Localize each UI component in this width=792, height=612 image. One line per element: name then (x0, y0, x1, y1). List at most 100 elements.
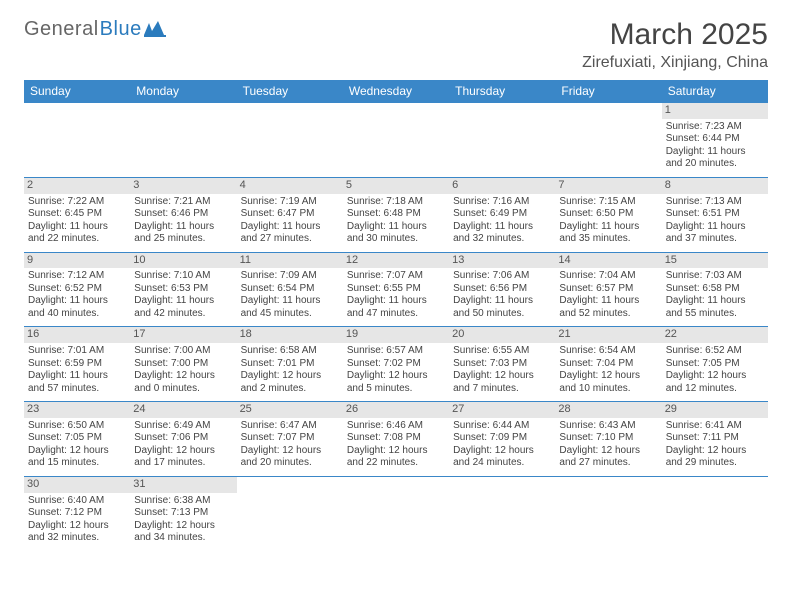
day-number: 25 (237, 402, 343, 418)
calendar-cell: 21Sunrise: 6:54 AMSunset: 7:04 PMDayligh… (555, 327, 661, 402)
calendar-cell: 4Sunrise: 7:19 AMSunset: 6:47 PMDaylight… (237, 177, 343, 252)
calendar-cell: 24Sunrise: 6:49 AMSunset: 7:06 PMDayligh… (130, 402, 236, 477)
sunset-line: Sunset: 7:09 PM (453, 432, 551, 445)
day-number: 14 (555, 253, 661, 269)
daylight-line: Daylight: 11 hours (134, 221, 232, 234)
daylight-line-2: and 25 minutes. (134, 233, 232, 246)
logo: GeneralBlue (24, 18, 166, 41)
daylight-line-2: and 32 minutes. (28, 532, 126, 545)
sunrise-line: Sunrise: 7:04 AM (559, 270, 657, 283)
daylight-line-2: and 30 minutes. (347, 233, 445, 246)
sunset-line: Sunset: 6:56 PM (453, 283, 551, 296)
daylight-line-2: and 17 minutes. (134, 457, 232, 470)
daylight-line: Daylight: 11 hours (347, 221, 445, 234)
sunset-line: Sunset: 7:05 PM (28, 432, 126, 445)
calendar-cell-empty (449, 103, 555, 178)
calendar-cell-empty (237, 476, 343, 550)
sunrise-line: Sunrise: 6:58 AM (241, 345, 339, 358)
daylight-line: Daylight: 11 hours (28, 221, 126, 234)
sunrise-line: Sunrise: 6:41 AM (666, 420, 764, 433)
daylight-line-2: and 45 minutes. (241, 308, 339, 321)
calendar-body: 1Sunrise: 7:23 AMSunset: 6:44 PMDaylight… (24, 103, 768, 551)
daylight-line: Daylight: 12 hours (453, 445, 551, 458)
calendar-cell: 12Sunrise: 7:07 AMSunset: 6:55 PMDayligh… (343, 252, 449, 327)
day-number: 19 (343, 327, 449, 343)
daylight-line: Daylight: 12 hours (347, 370, 445, 383)
sunset-line: Sunset: 6:53 PM (134, 283, 232, 296)
daylight-line: Daylight: 12 hours (28, 520, 126, 533)
daylight-line-2: and 37 minutes. (666, 233, 764, 246)
daylight-line: Daylight: 12 hours (666, 445, 764, 458)
sunrise-line: Sunrise: 7:00 AM (134, 345, 232, 358)
sunset-line: Sunset: 7:10 PM (559, 432, 657, 445)
calendar-cell-empty (24, 103, 130, 178)
day-number: 16 (24, 327, 130, 343)
sunset-line: Sunset: 7:11 PM (666, 432, 764, 445)
sunset-line: Sunset: 6:47 PM (241, 208, 339, 221)
daylight-line-2: and 50 minutes. (453, 308, 551, 321)
sunset-line: Sunset: 6:50 PM (559, 208, 657, 221)
sunset-line: Sunset: 7:05 PM (666, 358, 764, 371)
day-number: 9 (24, 253, 130, 269)
day-number: 20 (449, 327, 555, 343)
day-number: 2 (24, 178, 130, 194)
daylight-line: Daylight: 12 hours (453, 370, 551, 383)
day-header: Tuesday (237, 80, 343, 103)
sunset-line: Sunset: 7:12 PM (28, 507, 126, 520)
day-number: 26 (343, 402, 449, 418)
sunrise-line: Sunrise: 7:23 AM (666, 121, 764, 134)
sunrise-line: Sunrise: 7:18 AM (347, 196, 445, 209)
day-number: 11 (237, 253, 343, 269)
daylight-line-2: and 35 minutes. (559, 233, 657, 246)
sunset-line: Sunset: 6:51 PM (666, 208, 764, 221)
calendar-cell: 31Sunrise: 6:38 AMSunset: 7:13 PMDayligh… (130, 476, 236, 550)
daylight-line-2: and 55 minutes. (666, 308, 764, 321)
sunrise-line: Sunrise: 7:03 AM (666, 270, 764, 283)
calendar-cell: 25Sunrise: 6:47 AMSunset: 7:07 PMDayligh… (237, 402, 343, 477)
day-number: 10 (130, 253, 236, 269)
calendar-cell: 5Sunrise: 7:18 AMSunset: 6:48 PMDaylight… (343, 177, 449, 252)
daylight-line-2: and 10 minutes. (559, 383, 657, 396)
sunset-line: Sunset: 7:02 PM (347, 358, 445, 371)
calendar-row: 1Sunrise: 7:23 AMSunset: 6:44 PMDaylight… (24, 103, 768, 178)
sunrise-line: Sunrise: 6:40 AM (28, 495, 126, 508)
calendar-cell: 3Sunrise: 7:21 AMSunset: 6:46 PMDaylight… (130, 177, 236, 252)
sunrise-line: Sunrise: 7:22 AM (28, 196, 126, 209)
sunrise-line: Sunrise: 6:43 AM (559, 420, 657, 433)
daylight-line: Daylight: 12 hours (347, 445, 445, 458)
sunrise-line: Sunrise: 6:52 AM (666, 345, 764, 358)
day-number: 18 (237, 327, 343, 343)
day-header: Sunday (24, 80, 130, 103)
daylight-line: Daylight: 11 hours (666, 146, 764, 159)
daylight-line: Daylight: 11 hours (28, 295, 126, 308)
sunset-line: Sunset: 7:01 PM (241, 358, 339, 371)
calendar-cell: 16Sunrise: 7:01 AMSunset: 6:59 PMDayligh… (24, 327, 130, 402)
calendar-row: 23Sunrise: 6:50 AMSunset: 7:05 PMDayligh… (24, 402, 768, 477)
day-number: 12 (343, 253, 449, 269)
daylight-line: Daylight: 12 hours (134, 520, 232, 533)
daylight-line-2: and 42 minutes. (134, 308, 232, 321)
calendar-cell: 28Sunrise: 6:43 AMSunset: 7:10 PMDayligh… (555, 402, 661, 477)
sunrise-line: Sunrise: 7:07 AM (347, 270, 445, 283)
day-number: 4 (237, 178, 343, 194)
sunset-line: Sunset: 6:52 PM (28, 283, 126, 296)
day-header: Thursday (449, 80, 555, 103)
calendar-cell: 18Sunrise: 6:58 AMSunset: 7:01 PMDayligh… (237, 327, 343, 402)
daylight-line-2: and 34 minutes. (134, 532, 232, 545)
day-header: Friday (555, 80, 661, 103)
sunrise-line: Sunrise: 7:13 AM (666, 196, 764, 209)
daylight-line: Daylight: 11 hours (241, 221, 339, 234)
daylight-line-2: and 22 minutes. (347, 457, 445, 470)
sunset-line: Sunset: 7:07 PM (241, 432, 339, 445)
daylight-line-2: and 12 minutes. (666, 383, 764, 396)
day-number: 17 (130, 327, 236, 343)
sunrise-line: Sunrise: 6:50 AM (28, 420, 126, 433)
calendar-cell: 29Sunrise: 6:41 AMSunset: 7:11 PMDayligh… (662, 402, 768, 477)
calendar-cell-empty (449, 476, 555, 550)
daylight-line-2: and 24 minutes. (453, 457, 551, 470)
daylight-line: Daylight: 11 hours (453, 295, 551, 308)
sunset-line: Sunset: 6:45 PM (28, 208, 126, 221)
calendar-cell-empty (555, 103, 661, 178)
calendar-cell: 7Sunrise: 7:15 AMSunset: 6:50 PMDaylight… (555, 177, 661, 252)
daylight-line: Daylight: 12 hours (559, 370, 657, 383)
